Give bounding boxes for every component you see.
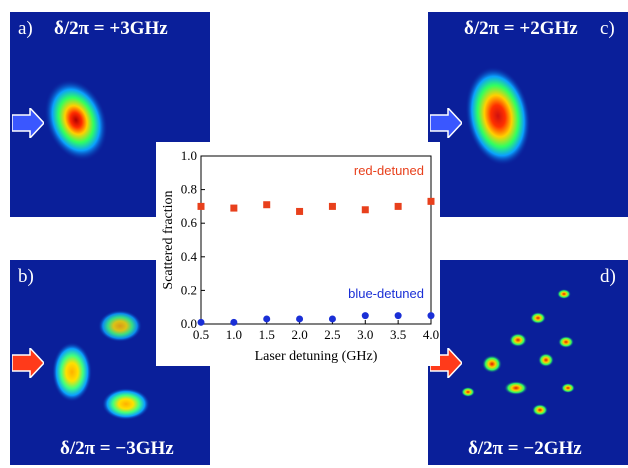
panel-label-a: a) xyxy=(18,18,33,39)
arrow-icon xyxy=(12,348,44,378)
y-tick-label: 0.0 xyxy=(181,316,197,331)
y-tick-label: 0.2 xyxy=(181,282,197,297)
heatmap-a xyxy=(44,79,108,161)
heatmap-c xyxy=(465,66,531,166)
x-axis-label: Laser detuning (GHz) xyxy=(255,349,378,364)
data-point-blue-detuned xyxy=(328,315,336,323)
x-tick-label: 2.0 xyxy=(291,327,307,342)
data-point-blue-detuned xyxy=(197,318,205,326)
data-point-red-detuned xyxy=(296,207,304,215)
arrow-icon xyxy=(12,108,44,138)
panel-label-b: b) xyxy=(18,266,34,287)
x-tick-label: 3.5 xyxy=(390,327,406,342)
data-point-blue-detuned xyxy=(296,315,304,323)
x-tick-label: 4.0 xyxy=(423,327,439,342)
y-tick-label: 0.6 xyxy=(181,215,198,230)
legend-blue-detuned: blue-detuned xyxy=(348,286,424,301)
data-point-blue-detuned xyxy=(263,315,271,323)
data-point-red-detuned xyxy=(230,204,238,212)
x-tick-label: 0.5 xyxy=(193,327,209,342)
heatmap-b xyxy=(52,310,150,420)
data-point-blue-detuned xyxy=(427,312,435,320)
panel-title-a: δ/2π = +3GHz xyxy=(54,18,168,39)
panel-title-d: δ/2π = −2GHz xyxy=(468,438,582,459)
panel-title-c: δ/2π = +2GHz xyxy=(464,18,578,39)
data-point-blue-detuned xyxy=(361,312,369,320)
y-tick-label: 0.4 xyxy=(181,249,198,264)
heatmap-d xyxy=(461,289,575,416)
data-point-blue-detuned xyxy=(394,312,402,320)
y-tick-label: 0.8 xyxy=(181,182,197,197)
panel-title-b: δ/2π = −3GHz xyxy=(60,438,174,459)
data-point-red-detuned xyxy=(197,202,205,210)
x-tick-label: 1.5 xyxy=(259,327,275,342)
plot-frame xyxy=(200,155,432,325)
data-point-red-detuned xyxy=(427,197,435,205)
x-tick-label: 1.0 xyxy=(226,327,242,342)
data-point-blue-detuned xyxy=(230,318,238,326)
arrow-icon xyxy=(430,108,462,138)
data-point-red-detuned xyxy=(394,202,402,210)
x-tick-label: 2.5 xyxy=(324,327,340,342)
y-axis-label: Scattered fraction xyxy=(161,190,176,289)
data-point-red-detuned xyxy=(263,201,271,209)
data-point-red-detuned xyxy=(361,206,369,214)
chart-svg: 0.5 1.0 1.5 2.0 2.5 3.0 3.5 4.0 0.0 0.2 0.4 0.6 0.8 1… xyxy=(161,148,439,364)
legend-red-detuned: red-detuned xyxy=(354,163,424,178)
panel-c: δ/2π = +2GHz c) xyxy=(428,12,628,217)
panel-d: δ/2π = −2GHz d) xyxy=(428,260,628,465)
y-tick-label: 1.0 xyxy=(181,148,197,163)
data-point-red-detuned xyxy=(328,202,336,210)
x-tick-label: 3.0 xyxy=(357,327,373,342)
scatter-chart: 0.5 1.0 1.5 2.0 2.5 3.0 3.5 4.0 0.0 0.2 0.4 0.6 0.8 1… xyxy=(156,142,440,366)
panel-label-c: c) xyxy=(600,18,615,39)
panel-label-d: d) xyxy=(600,266,616,287)
panel-a: a) δ/2π = +3GHz xyxy=(10,12,210,217)
